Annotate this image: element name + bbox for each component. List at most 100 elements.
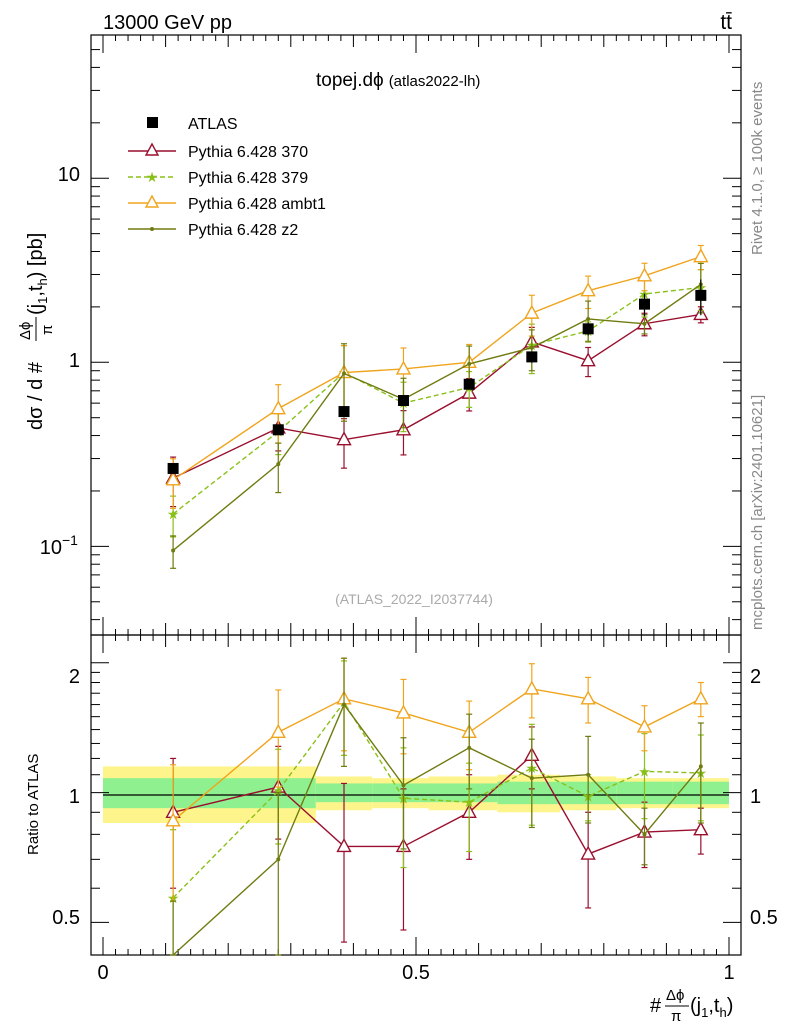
ratio-series-point-1: ★ [463,794,476,810]
main-data-points [167,279,707,474]
ratio-series-point-0 [336,837,352,853]
rivet-label: Rivet 4.1.0, ≥ 100k events [749,82,766,255]
atlas-data-point [582,323,594,335]
x-tick-label-1: 1 [723,962,734,984]
ratio-series-point-3 [586,772,591,777]
ratio-series-point-2 [636,718,653,733]
y-tick-label-0p1: 10 [40,537,62,559]
legend-label-370: Pythia 6.428 370 [188,144,308,161]
ratio-band-inner [497,781,560,805]
ratio-tick-label-1-right: 1 [750,786,761,808]
main-series-point-3 [342,371,347,376]
atlas-data-point [526,351,538,363]
atlas-data-point [167,462,179,474]
ratio-series-point-3 [276,857,281,862]
atlas-data-point [397,395,409,407]
x-tick-label-0: 0 [97,962,108,984]
x-axis-label-den: π [671,1008,681,1024]
ratio-axis-label: Ratio to ATLAS [25,754,42,855]
ratio-tick-label-0p5-left: 0.5 [52,907,80,929]
legend-marker-z2 [150,227,154,231]
ratio-series-point-0 [693,821,709,836]
x-axis-label-args: (j1,th) [690,995,733,1020]
main-series-line-3 [172,283,702,552]
y-axis-label-den: π [39,325,56,335]
ratio-series: ★★★★★★★★★ [165,657,709,956]
ratio-series-point-2 [693,690,709,705]
legend-marker-379: ★ [146,169,159,185]
main-series-point-2 [693,248,709,263]
legend-label-ambt1: Pythia 6.428 ambt1 [188,196,326,213]
ratio-series-point-3 [467,745,472,750]
ratio-series-point-3 [529,776,534,781]
y-axis-label-text: dσ / d # [25,361,47,430]
legend-marker-atlas [147,117,158,128]
atlas-data-point [272,424,284,436]
main-ticks [91,34,741,635]
main-series-point-3 [586,316,591,321]
main-series: ★★★★★★★★★ [165,244,709,569]
y-axis-label-num: Δϕ [17,322,34,340]
main-series-point-3 [529,345,534,350]
x-axis-label-num: Δϕ [666,987,684,1004]
ratio-tick-label-0p5-right: 0.5 [750,907,778,929]
ratio-series-line-1 [172,700,701,899]
ratio-series-point-2 [165,812,181,827]
legend-marker-370 [144,142,160,156]
ratio-series-point-2 [580,690,596,705]
y-tick-label-1: 1 [69,350,80,372]
analysis-watermark: (ATLAS_2022_I2037744) [335,591,493,607]
main-series-point-3 [171,548,176,553]
main-series-point-1: ★ [167,506,180,522]
ratio-series-point-2 [524,680,540,695]
ratio-ticks [91,635,741,955]
ratio-series-point-3 [401,783,406,788]
main-series-point-2 [580,282,596,297]
ratio-tick-label-2-left: 2 [69,666,80,688]
main-series-point-2 [270,400,286,415]
legend: ATLAS Pythia 6.428 370 ★ Pythia 6.428 37… [128,116,326,239]
main-series-point-0 [580,352,596,367]
atlas-data-point [338,406,350,418]
atlas-data-point [695,289,707,301]
y-tick-label-10: 10 [58,164,80,186]
main-series-point-2 [524,304,540,319]
mcplots-label: mcplots.cern.ch [arXiv:2401.10621] [749,395,766,630]
main-series-point-2 [165,471,181,486]
ratio-series-point-2 [395,704,412,719]
main-series-line-2 [172,255,702,481]
ratio-tick-label-1-left: 1 [69,786,80,808]
y-axis-label-args: (j1,th) [pb] [25,233,50,315]
legend-label-atlas: ATLAS [188,116,238,133]
y-axis-label: dσ / d # Δϕ π (j1,th) [pb] [17,233,56,430]
main-series-point-3 [276,462,281,467]
main-series-line-0 [172,313,701,479]
ratio-series-point-2 [270,723,286,738]
x-tick-label-0p5: 0.5 [402,962,430,984]
legend-marker-ambt1 [144,194,160,208]
y-tick-exponent: −1 [62,532,78,548]
energy-label: 13000 GeV pp [103,12,232,34]
ratio-series-point-1: ★ [638,763,651,779]
ratio-series-point-3 [342,702,347,707]
ratio-series-point-1: ★ [272,783,285,799]
legend-label-379: Pythia 6.428 379 [188,170,308,187]
main-series-point-2 [395,360,412,375]
main-series-point-3 [467,361,472,366]
main-panel: ★★★★★★★★★ [90,34,742,636]
x-axis-label-hash: # [650,995,662,1017]
main-series-point-2 [636,267,653,282]
process-label: tt̄ [720,11,732,34]
ratio-band-inner [428,783,498,803]
ratio-series-point-3 [642,832,647,837]
atlas-data-point [638,298,650,310]
atlas-data-point [463,378,475,390]
ratio-band-inner [372,783,429,803]
main-series-point-0 [336,431,352,446]
legend-label-z2: Pythia 6.428 z2 [188,222,298,239]
x-axis-label: # Δϕ π (j1,th) [650,987,733,1024]
ratio-tick-label-2-right: 2 [750,666,761,688]
ratio-panel: ★★★★★★★★★ [90,634,742,956]
ratio-series-point-0 [580,845,596,860]
